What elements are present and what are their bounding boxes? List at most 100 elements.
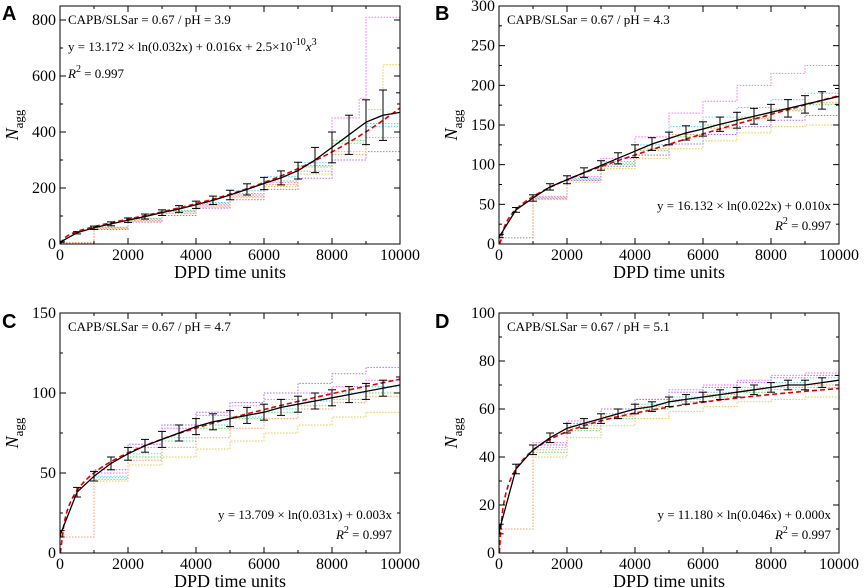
- error-bar: [597, 413, 605, 424]
- condition-label: CAPB/SLSar = 0.67 / pH = 3.9: [68, 12, 231, 27]
- error-bar: [209, 413, 217, 431]
- plot-area: [499, 356, 839, 553]
- y-tick-label: 0: [487, 545, 495, 562]
- condition-label: CAPB/SLSar = 0.67 / pH = 4.7: [68, 319, 231, 334]
- error-bar: [124, 446, 132, 461]
- error-bar: [328, 131, 336, 164]
- error-bar: [682, 394, 690, 405]
- error-bar: [512, 463, 520, 475]
- r-squared: R2 = 0.997: [67, 64, 125, 81]
- chart-panel-b: 0 2000 4000 6000 8000 10000 0 50 100 150 200 250 300…: [435, 0, 859, 282]
- r-squared: R2 = 0.997: [335, 525, 393, 542]
- error-bar: [311, 392, 319, 410]
- fit-equation: y = 16.132 × ln(0.022x) + 0.010x: [657, 198, 832, 213]
- error-bar: [563, 175, 571, 185]
- error-bar: [767, 382, 775, 393]
- error-bar: [107, 456, 115, 471]
- error-bar: [158, 209, 166, 216]
- x-tick-label: 6000: [248, 556, 280, 573]
- x-tick-label: 0: [56, 247, 64, 264]
- superscript: 2: [76, 64, 81, 75]
- x-tick-label: 6000: [248, 247, 280, 264]
- y-tick-label: 800: [32, 12, 56, 29]
- error-bar: [90, 470, 98, 482]
- text-span: = 0.997: [349, 527, 393, 542]
- error-bar: [648, 401, 656, 412]
- error-bar: [311, 146, 319, 174]
- x-tick-label: 0: [495, 556, 503, 573]
- error-bar: [614, 408, 622, 420]
- x-tick-label: 10000: [380, 556, 420, 573]
- y-axis-title: Nagg: [2, 417, 26, 449]
- fit-equation: y = 13.172 × ln(0.032x) + 0.016x + 2.5×1…: [68, 37, 317, 54]
- panel-a: 0 2000 4000 6000 8000 10000 0 200 400 600 800 DPD t…: [0, 0, 432, 294]
- y-tick-label: 80: [479, 353, 495, 370]
- error-bar: [665, 131, 673, 146]
- error-bar: [499, 233, 504, 239]
- error-bar: [362, 99, 370, 146]
- error-bar: [784, 379, 792, 391]
- trajectory-line: [499, 382, 839, 530]
- panel-d: 0 2000 4000 6000 8000 10000 0 20 40 60 80 100 DPD ti…: [433, 294, 865, 588]
- error-bar: [801, 379, 809, 391]
- error-bar: [512, 207, 520, 213]
- y-tick-label: 50: [40, 465, 56, 482]
- y-tick-label: 40: [479, 449, 495, 466]
- error-bar: [716, 389, 724, 400]
- y-tick-label: 20: [479, 497, 495, 514]
- y-tick-label: 150: [471, 117, 495, 134]
- error-bar: [294, 395, 302, 413]
- error-bar: [243, 183, 251, 196]
- plot-area: [60, 16, 400, 244]
- x-tick-label: 2000: [551, 556, 583, 573]
- x-tick-label: 10000: [819, 556, 859, 573]
- chart-panel-a: 0 2000 4000 6000 8000 10000 0 200 400 600 800 DPD t…: [2, 3, 420, 282]
- error-bar: [631, 144, 639, 159]
- text-span: N: [2, 127, 22, 141]
- trajectory-line: [60, 104, 400, 244]
- y-tick-label: 150: [32, 305, 56, 322]
- error-bar: [546, 432, 554, 444]
- x-tick-label: 4000: [619, 247, 651, 264]
- error-bar: [563, 422, 571, 434]
- error-bar: [716, 116, 724, 132]
- trajectory-line: [499, 373, 839, 530]
- error-bar: [699, 121, 707, 137]
- error-bar: [767, 103, 775, 121]
- error-bar: [631, 403, 639, 415]
- x-tick-label: 8000: [316, 247, 348, 264]
- error-bar: [818, 91, 826, 110]
- text-span: R: [335, 527, 344, 542]
- text-span: agg: [11, 109, 26, 128]
- error-bar: [124, 217, 132, 223]
- error-bar: [294, 161, 302, 180]
- y-tick-label: 300: [471, 0, 495, 15]
- r-squared: R2 = 0.997: [774, 216, 832, 233]
- x-axis-title: DPD time units: [174, 262, 286, 282]
- error-bar: [328, 389, 336, 407]
- y-axis-title: Nagg: [2, 109, 26, 141]
- chart-panel-c: 0 2000 4000 6000 8000 10000 0 50 100 150 DPD time …: [2, 305, 420, 588]
- x-tick-label: 0: [495, 247, 503, 264]
- error-bar: [597, 160, 605, 171]
- error-bar: [226, 410, 234, 428]
- error-bar: [665, 396, 673, 408]
- error-bar: [648, 137, 656, 151]
- trajectory-line: [499, 61, 839, 239]
- error-bar: [260, 403, 268, 421]
- text-span: R: [774, 218, 783, 233]
- plot-area: [499, 61, 839, 244]
- condition-label: CAPB/SLSar = 0.67 / pH = 5.1: [507, 319, 670, 334]
- panel-letter: A: [2, 3, 16, 25]
- error-bar: [801, 95, 809, 114]
- error-bar: [529, 444, 537, 456]
- error-bar: [546, 183, 554, 191]
- error-bar: [60, 240, 65, 243]
- y-axis-title: Nagg: [441, 109, 465, 141]
- error-bar: [345, 386, 353, 404]
- panel-letter: D: [435, 311, 449, 333]
- x-tick-label: 4000: [180, 247, 212, 264]
- fit-curve: [499, 94, 839, 244]
- superscript: 2: [783, 216, 788, 227]
- fit-equation: y = 11.180 × ln(0.046x) + 0.000x: [657, 507, 831, 522]
